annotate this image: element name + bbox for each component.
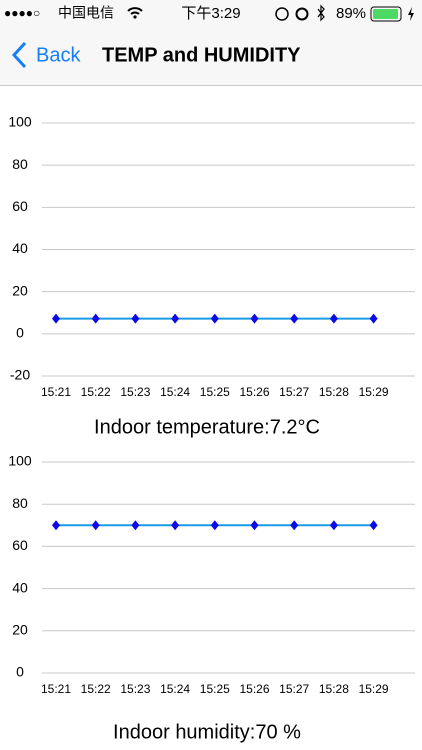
signal: ●●●●○ [4, 6, 40, 20]
y-tick-label: -20 [10, 367, 30, 383]
x-tick-label: 15:26 [239, 682, 269, 696]
x-tick-label: 15:24 [160, 385, 190, 399]
y-tick-label: 60 [12, 198, 28, 214]
x-tick-label: 15:25 [200, 682, 230, 696]
data-point [290, 313, 299, 324]
time: 下午3:29 [181, 5, 240, 22]
nav-title: TEMP and HUMIDITY [102, 44, 301, 66]
x-tick-label: 15:27 [279, 385, 309, 399]
wifi-icon [127, 7, 143, 15]
x-tick-label: 15:29 [359, 682, 389, 696]
data-point [171, 313, 180, 324]
data-point [52, 313, 60, 324]
y-tick-label: 40 [12, 579, 28, 595]
x-tick-label: 15:24 [160, 682, 190, 696]
y-tick-label: 40 [12, 240, 28, 256]
x-tick-label: 15:25 [200, 385, 230, 399]
x-tick-label: 15:26 [239, 385, 269, 399]
data-point [369, 313, 378, 324]
data-point [210, 313, 219, 324]
data-point [250, 520, 259, 531]
data-point [210, 520, 219, 531]
back-chevron[interactable] [11, 41, 27, 69]
battery-text: 89% [336, 5, 366, 22]
bluetooth-icon [317, 4, 325, 22]
data-point [52, 520, 60, 531]
x-tick-label: 15:21 [41, 682, 71, 696]
y-tick-label: 0 [16, 664, 24, 680]
y-tick-label: 20 [12, 282, 28, 298]
lock-icon [275, 7, 289, 21]
data-point [91, 313, 100, 324]
y-tick-label: 20 [12, 622, 28, 638]
nav-background [0, 0, 422, 85]
battery-outline [370, 6, 402, 22]
y-tick-label: 0 [16, 325, 24, 341]
y-tick-label: 100 [8, 453, 32, 469]
x-tick-label: 15:22 [81, 385, 111, 399]
data-point [91, 520, 100, 531]
x-tick-label: 15:28 [319, 385, 349, 399]
data-point [329, 520, 338, 531]
data-point [369, 520, 378, 531]
y-tick-label: 80 [12, 156, 28, 172]
x-tick-label: 15:27 [279, 682, 309, 696]
back-button[interactable]: Back [36, 44, 81, 66]
chart-caption: Indoor humidity:70 % [113, 721, 301, 743]
data-point [131, 520, 140, 531]
x-tick-label: 15:23 [120, 385, 150, 399]
data-point [171, 520, 180, 531]
x-tick-label: 15:29 [359, 385, 389, 399]
y-tick-label: 100 [8, 114, 32, 130]
y-tick-label: 60 [12, 537, 28, 553]
x-tick-label: 15:22 [81, 682, 111, 696]
data-point [290, 520, 299, 531]
data-point [131, 313, 140, 324]
y-tick-label: 80 [12, 495, 28, 511]
wifi-icon-dot [133, 15, 137, 19]
x-tick-label: 15:21 [41, 385, 71, 399]
battery-level [373, 9, 398, 19]
data-point [329, 313, 338, 324]
charging-icon [408, 7, 414, 21]
x-tick-label: 15:28 [319, 682, 349, 696]
chart-caption: Indoor temperature:7.2°C [94, 416, 320, 438]
carrier: 中国电信 [58, 5, 114, 21]
data-point [250, 313, 259, 324]
alarm-icon [295, 7, 309, 21]
x-tick-label: 15:23 [120, 682, 150, 696]
